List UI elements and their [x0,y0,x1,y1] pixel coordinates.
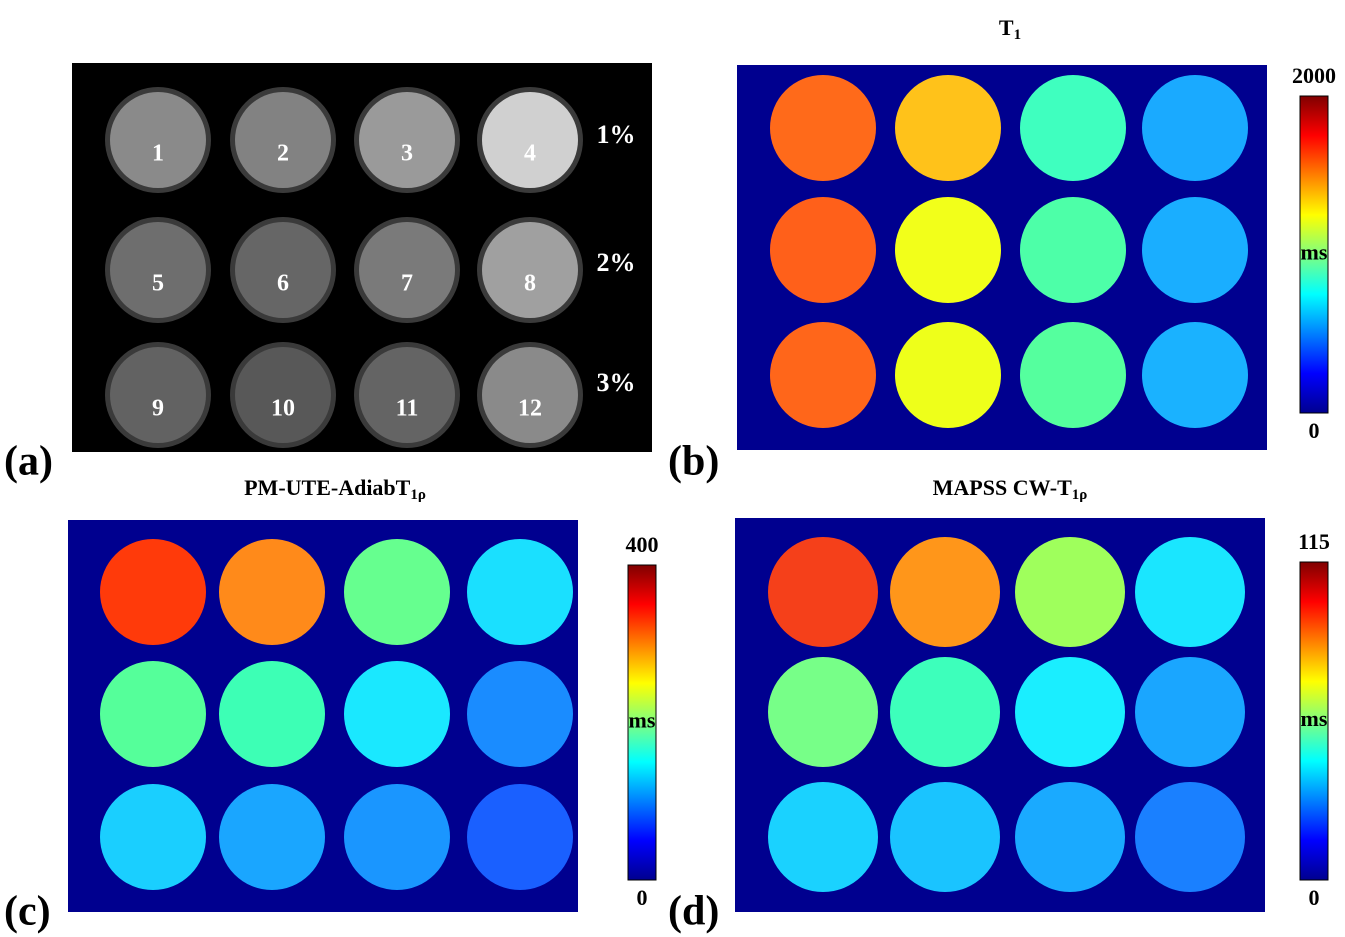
phantom-vial [100,661,206,767]
phantom-vial [344,784,450,890]
panel-label: (c) [4,889,51,935]
vial-number: 1 [152,141,164,167]
colorbar-max: 2000 [1292,63,1336,88]
phantom-vial [1142,322,1248,428]
vial-number: 2 [277,141,289,167]
title-main: T [999,15,1014,40]
colorbar-max: 400 [626,532,659,557]
colorbar-min: 0 [637,885,648,910]
title-main: MAPSS CW-T [933,475,1072,500]
panel-label: (b) [668,439,719,485]
vial-number: 6 [277,271,289,297]
phantom-vial [467,661,573,767]
phantom-vial [1015,657,1125,767]
title-main: PM-UTE-AdiabT [244,475,411,500]
phantom-vial [768,782,878,892]
colorbar-unit: ms [1301,240,1328,265]
phantom-vial [467,539,573,645]
concentration-label: 2% [597,248,636,277]
colorbar-min: 0 [1309,885,1320,910]
phantom-vial [1135,657,1245,767]
phantom-vial [219,661,325,767]
phantom-vial [890,537,1000,647]
phantom-vial [100,539,206,645]
figure: 1234567891011121%2%3%(a)T12000ms0(b)PM-U… [0,0,1345,937]
phantom-vial [219,784,325,890]
phantom-vial [768,657,878,767]
phantom-vial [770,322,876,428]
vial-number: 11 [396,396,419,422]
phantom-vial [1142,75,1248,181]
phantom-vial [895,322,1001,428]
phantom-vial [344,539,450,645]
concentration-label: 3% [597,368,636,397]
phantom-vial [1020,75,1126,181]
phantom-vial [100,784,206,890]
phantom-vial [895,197,1001,303]
phantom-vial [1020,197,1126,303]
concentration-label: 1% [597,120,636,149]
phantom-vial [770,75,876,181]
vial-number: 3 [401,141,413,167]
title-sub: 1ρ [1072,487,1088,503]
phantom-vial [467,784,573,890]
phantom-vial [890,657,1000,767]
phantom-vial [219,539,325,645]
vial-number: 12 [518,396,542,422]
phantom-vial [890,782,1000,892]
phantom-vial [895,75,1001,181]
title-sub: 1ρ [410,487,426,503]
vial-number: 5 [152,271,164,297]
phantom-vial [344,661,450,767]
colorbar-unit: ms [629,708,656,733]
vial-number: 7 [401,271,413,297]
phantom-vial [1020,322,1126,428]
title-sub: 1 [1014,27,1022,43]
phantom-vial [770,197,876,303]
vial-number: 10 [271,396,295,422]
phantom-vial [1015,782,1125,892]
phantom-vial [1015,537,1125,647]
colorbar-unit: ms [1301,706,1328,731]
vial-number: 8 [524,271,536,297]
vial-number: 4 [524,141,536,167]
colorbar-min: 0 [1309,418,1320,443]
panel-label: (d) [668,889,719,935]
phantom-vial [768,537,878,647]
colorbar-max: 115 [1298,529,1330,554]
panel-title: MAPSS CW-T1ρ [933,475,1088,503]
vial-number: 9 [152,396,164,422]
phantom-vial [1135,782,1245,892]
phantom-vial [1142,197,1248,303]
panel-label: (a) [4,439,53,485]
panel-title: T1 [999,15,1021,43]
phantom-vial [1135,537,1245,647]
panel-title: PM-UTE-AdiabT1ρ [244,475,426,503]
